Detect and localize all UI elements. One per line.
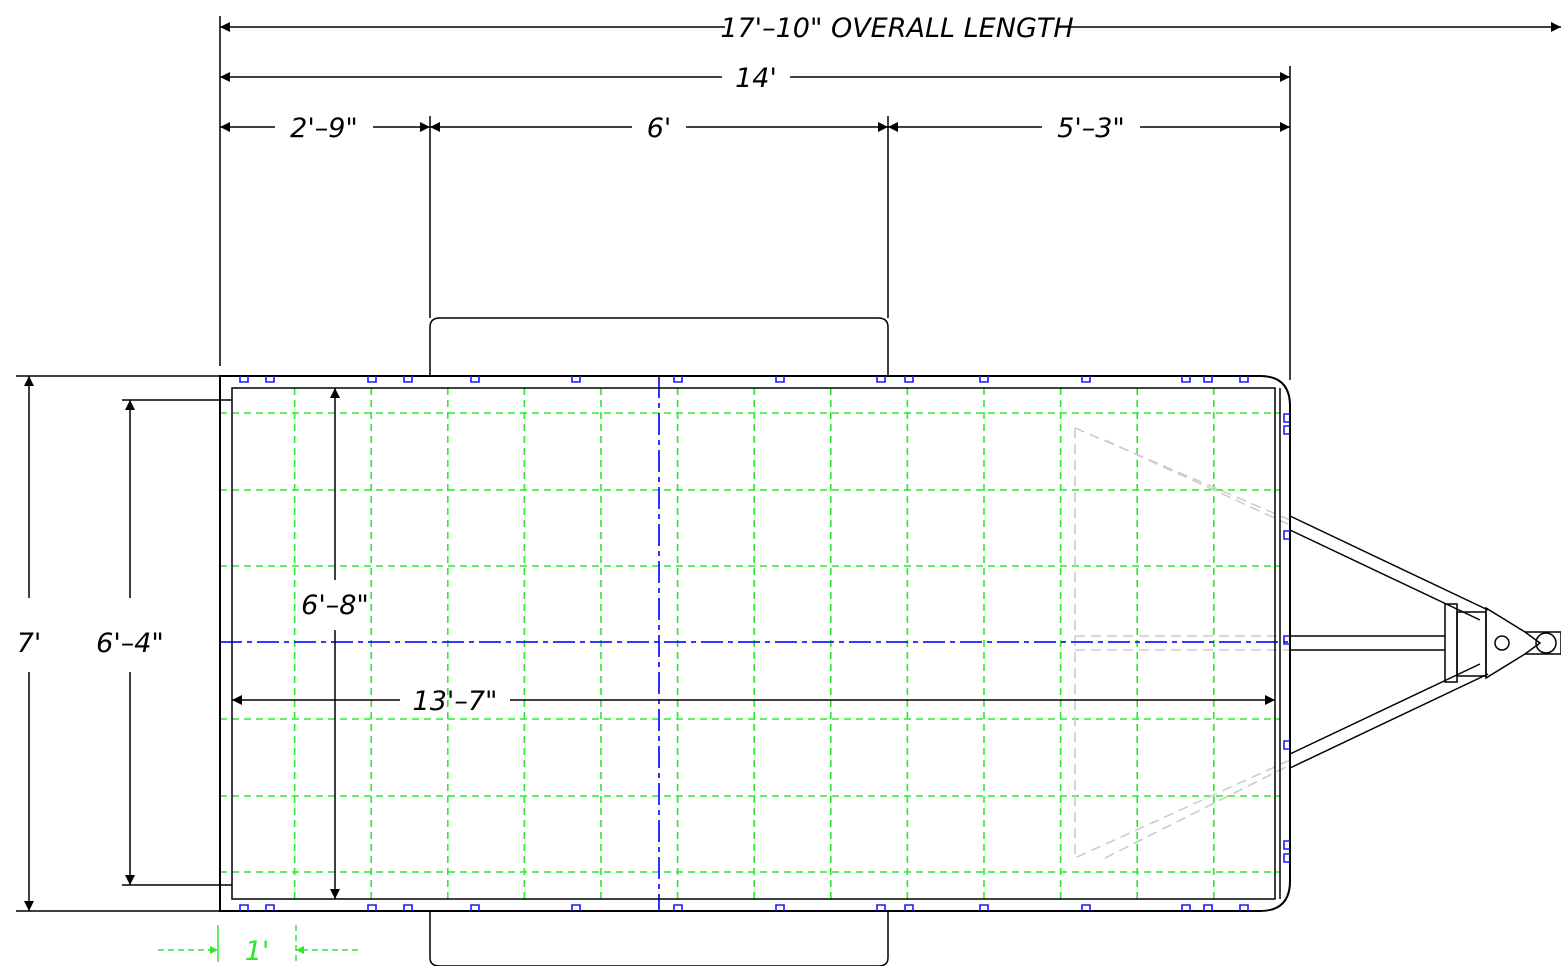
- tie-down-cleat: [265, 904, 275, 911]
- tie-down-cleat: [979, 904, 989, 911]
- tie-down-cleat: [979, 376, 989, 383]
- tie-down-cleat: [1283, 840, 1290, 850]
- tie-downs: [239, 376, 1290, 911]
- front-to-fender-label: 2'–9": [290, 113, 358, 144]
- tie-down-cleat: [403, 904, 413, 911]
- trailer-outline: [219, 375, 1291, 912]
- centerlines: [220, 376, 1290, 911]
- tie-down-cleat: [1239, 904, 1249, 911]
- fenders: [429, 317, 889, 966]
- bed-length-label: 14': [735, 63, 777, 94]
- overall-length-label: 17'–10" OVERALL LENGTH: [720, 13, 1073, 44]
- deck-grid: [220, 388, 1280, 899]
- inner-width-label: 6'–4": [96, 628, 164, 659]
- deck-width-label: 6'–8": [301, 590, 369, 621]
- tie-down-cleat: [470, 376, 480, 383]
- tie-down-cleat: [1283, 635, 1290, 645]
- deck-inner: [231, 387, 1276, 900]
- fender-to-rear-label: 5'–3": [1057, 113, 1125, 144]
- tie-down-cleat: [673, 376, 683, 383]
- tie-down-cleat: [1203, 904, 1213, 911]
- tie-down-cleat: [876, 904, 886, 911]
- tie-down-cleat: [775, 376, 785, 383]
- tie-down-cleat: [904, 904, 914, 911]
- tie-down-cleat: [673, 904, 683, 911]
- coupler: [1456, 611, 1487, 677]
- tie-down-cleat: [1283, 530, 1290, 540]
- tie-down-cleat: [1283, 740, 1290, 750]
- tie-down-cleat: [239, 904, 249, 911]
- tie-down-cleat: [470, 904, 480, 911]
- tie-down-cleat: [1283, 425, 1290, 435]
- overall-width-label: 7': [17, 628, 42, 659]
- tie-down-cleat: [1203, 376, 1213, 383]
- tie-down-cleat: [1181, 376, 1191, 383]
- tie-down-cleat: [367, 376, 377, 383]
- tie-down-cleat: [1081, 904, 1091, 911]
- tie-down-cleat: [1283, 413, 1290, 423]
- tie-down-cleat: [571, 904, 581, 911]
- dimension-lines: [16, 16, 1561, 962]
- top-fender: [429, 317, 889, 376]
- trailer-tongue: [1289, 515, 1561, 769]
- tie-down-cleat: [403, 376, 413, 383]
- tie-down-cleat: [904, 376, 914, 383]
- tie-down-cleat: [239, 376, 249, 383]
- tie-down-cleat: [367, 904, 377, 911]
- hitch-ball-icon: [1494, 635, 1510, 651]
- tie-down-cleat: [1081, 376, 1091, 383]
- bottom-fender: [429, 911, 889, 966]
- tie-down-cleat: [1181, 904, 1191, 911]
- tie-down-cleat: [775, 904, 785, 911]
- fender-length-label: 6': [647, 113, 672, 144]
- tie-down-cleat: [1239, 376, 1249, 383]
- tie-down-cleat: [876, 376, 886, 383]
- outer-frame: [219, 375, 1291, 912]
- grid-spacing-label: 1': [245, 936, 270, 966]
- tie-down-cleat: [265, 376, 275, 383]
- tie-down-cleat: [1283, 853, 1290, 863]
- hidden-frame: [1074, 427, 1291, 860]
- deck-length-label: 13'–7": [413, 686, 498, 717]
- tie-down-cleat: [571, 376, 581, 383]
